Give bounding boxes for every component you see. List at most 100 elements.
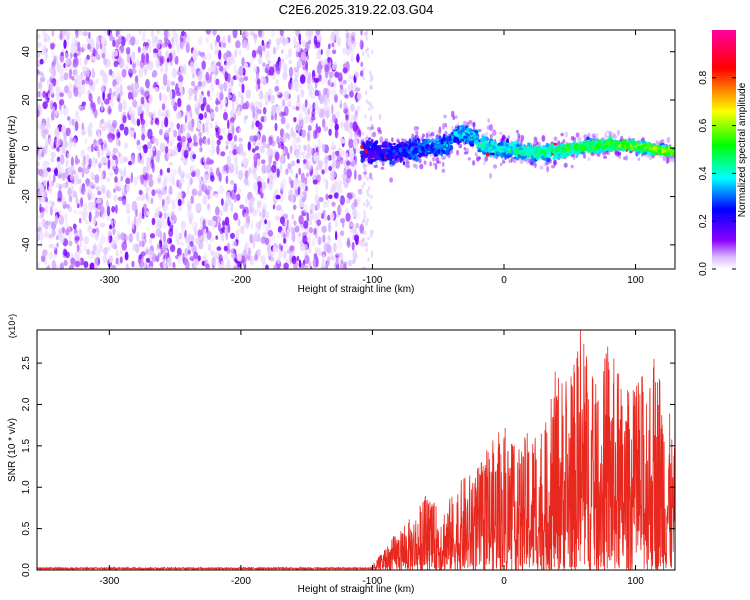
spectrogram-cell	[363, 214, 366, 219]
spectrogram-cell	[670, 157, 675, 163]
spectrogram-cell	[209, 122, 213, 129]
spectrogram-cell	[70, 52, 73, 59]
spectrogram-cell	[38, 221, 42, 229]
spectrogram-cell	[209, 237, 215, 243]
spectrogram-cell	[642, 151, 648, 155]
spectrogram-cell	[637, 142, 641, 146]
spectrogram-cell	[288, 176, 292, 184]
spectrogram-cell	[153, 48, 159, 54]
spectrogram-cell	[179, 241, 185, 246]
spectrogram-cell	[326, 46, 330, 56]
spectrogram-cell	[299, 74, 306, 84]
spectrogram-cell	[88, 250, 94, 260]
spectrogram-cell	[289, 245, 295, 252]
spectrogram-cell	[309, 226, 313, 234]
spectrogram-cell	[113, 49, 119, 57]
spectrogram-cell	[317, 236, 322, 245]
spectrogram-cell	[364, 174, 367, 179]
spectrogram-cell	[421, 143, 426, 147]
spectrogram-cell	[161, 119, 164, 130]
spectrogram-cell	[97, 148, 101, 159]
spectrogram-cell	[42, 101, 48, 110]
spectrogram-cell	[450, 110, 455, 118]
spectrogram-cell	[145, 45, 150, 54]
spectrogram-cell	[260, 236, 267, 244]
spectrogram-cell	[562, 139, 566, 143]
spectrogram-cell	[184, 248, 189, 260]
spectrogram-cell	[237, 110, 242, 117]
spectrogram-cell	[55, 182, 60, 189]
spectrogram-cell	[243, 177, 249, 186]
spectrogram-cell	[279, 34, 285, 44]
spectrogram-cell	[285, 37, 289, 45]
spectrogram-cell	[51, 201, 55, 208]
spectrogram-cell	[360, 30, 363, 36]
spectrogram-cell	[49, 180, 53, 189]
spectrogram-cell	[162, 221, 168, 229]
spectrogram-cell	[516, 141, 520, 145]
spectrogram-cell	[339, 252, 345, 262]
spectrogram-cell	[326, 155, 330, 162]
spectrogram-cell	[364, 90, 368, 96]
spectrogram-cell	[231, 57, 236, 64]
spectrogram-cell	[62, 30, 67, 36]
spectrogram-cell	[349, 49, 355, 58]
spectrogram-cell	[307, 125, 312, 132]
spectrogram-cell	[224, 216, 230, 226]
spectrogram-cell	[99, 244, 103, 253]
spectrogram-cell	[359, 39, 364, 50]
spectrogram-cell	[314, 193, 320, 205]
spectrogram-cell	[324, 163, 328, 173]
spectrogram-cell	[243, 264, 247, 269]
spectrogram-cell	[145, 186, 150, 193]
spectrogram-cell	[510, 156, 514, 162]
spectrogram-cell	[72, 223, 77, 230]
spectrogram-cell	[306, 212, 310, 222]
spectrogram-cell	[364, 114, 367, 119]
spectrogram-cell	[492, 129, 497, 136]
spectrogram-cell	[59, 154, 65, 165]
spectrogram-cell	[50, 45, 55, 50]
spectrogram-cell	[328, 71, 334, 78]
spectrogram-cell	[206, 230, 212, 240]
spectrogram-cell	[193, 251, 199, 259]
spectrogram-cell	[267, 229, 273, 237]
spectrogram-cell	[336, 35, 341, 46]
spectrogram-cell	[362, 171, 367, 175]
spectrogram-cell	[244, 221, 250, 229]
spectrogram-cell	[57, 61, 61, 70]
spectrogram-cell	[260, 116, 265, 123]
spectrogram-cell	[287, 48, 293, 59]
spectrogram-cell	[205, 71, 210, 82]
spectrogram-cell	[283, 238, 287, 244]
spectrogram-cell	[238, 137, 244, 142]
spectrogram-cell	[168, 43, 172, 49]
spectrogram-cell	[243, 62, 249, 68]
spectrogram-cell	[586, 136, 590, 141]
spectrogram-cell	[216, 139, 221, 146]
spectrogram-cell	[44, 144, 48, 155]
spectrogram-cell	[58, 209, 62, 216]
spectrogram-cell	[62, 172, 66, 181]
spectrogram-cell	[177, 191, 183, 200]
spectrogram-cell	[50, 206, 53, 216]
spectrogram-cell	[72, 63, 77, 69]
spectrogram-cell	[237, 169, 244, 181]
spectrogram-cell	[231, 253, 236, 259]
spectrogram-cell	[56, 242, 59, 248]
spectrogram-cell	[142, 45, 147, 55]
spectrogram-cell	[220, 86, 223, 94]
spectrogram-cell	[91, 143, 94, 153]
spectrogram-cell	[370, 253, 374, 258]
spectrogram-cell	[340, 120, 343, 129]
spectrogram-cell	[479, 138, 484, 142]
spectrogram-cell	[73, 87, 79, 97]
spectrogram-cell	[211, 256, 217, 267]
spectrogram-cell	[327, 79, 331, 86]
spectrogram-cell	[296, 159, 300, 164]
spectrogram-cell	[92, 228, 97, 234]
spectrogram-cell	[206, 90, 211, 97]
spectrogram-cell	[65, 251, 70, 259]
spectrogram-cell	[257, 45, 263, 55]
spectrogram-cell	[441, 168, 446, 173]
